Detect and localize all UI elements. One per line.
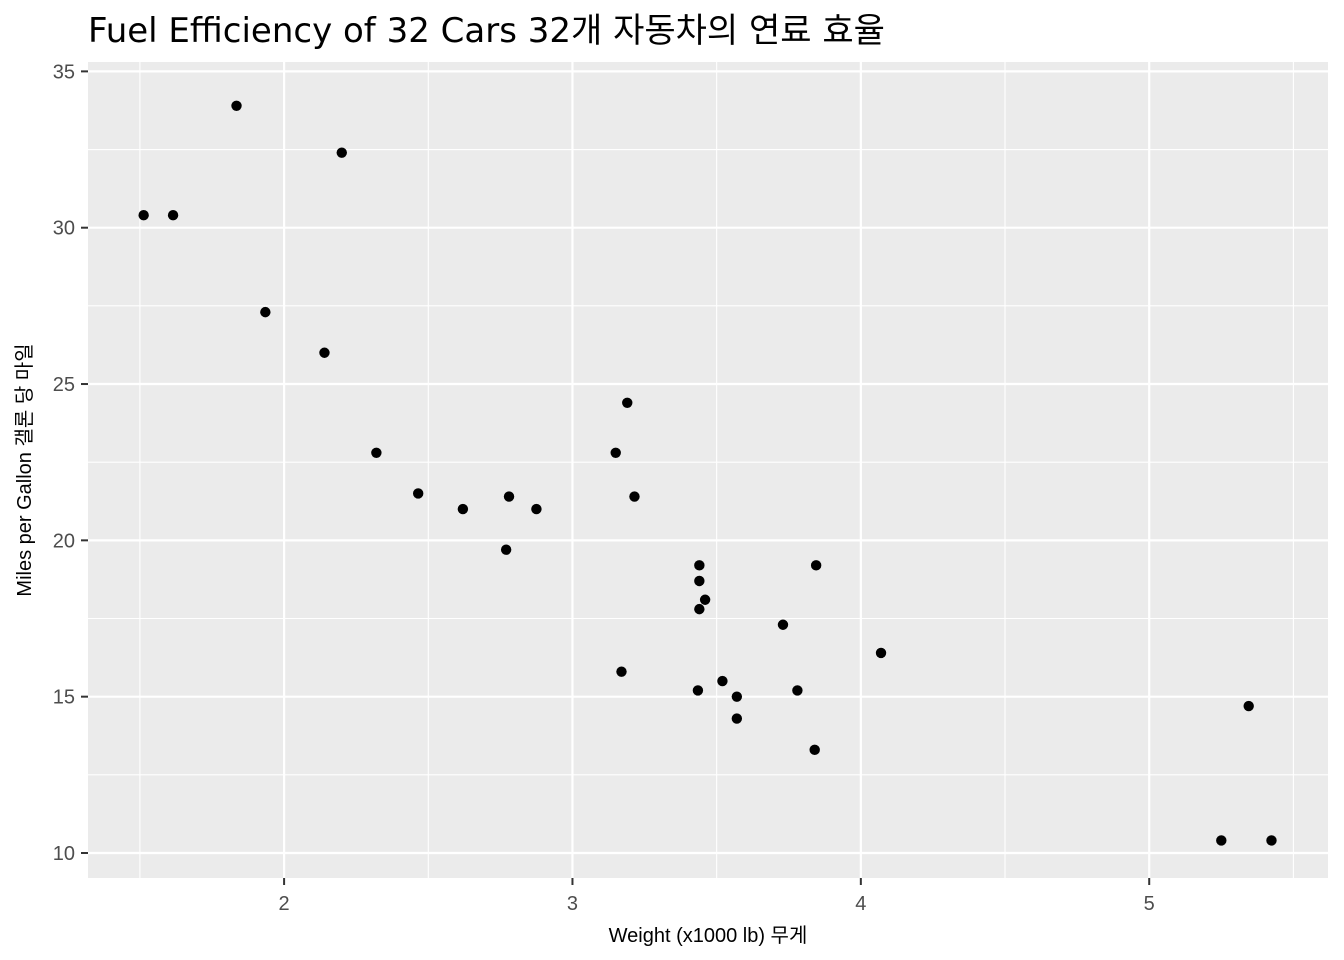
x-tick-label: 5 xyxy=(1144,893,1155,915)
y-tick-label: 15 xyxy=(53,687,75,709)
data-point xyxy=(731,713,743,724)
y-tick-label: 25 xyxy=(53,374,75,396)
data-point xyxy=(616,666,627,677)
y-tick-label: 35 xyxy=(53,61,75,83)
data-point xyxy=(777,619,789,630)
data-point xyxy=(1243,700,1254,712)
data-point xyxy=(810,560,822,571)
data-point xyxy=(167,209,179,221)
data-point xyxy=(1266,835,1277,846)
data-point xyxy=(792,685,803,696)
data-point xyxy=(1216,835,1227,846)
major-gridlines xyxy=(88,62,1328,878)
data-points xyxy=(138,100,1277,846)
data-point xyxy=(138,209,149,221)
x-tick-label: 3 xyxy=(567,893,578,915)
data-point xyxy=(875,647,887,659)
minor-gridlines xyxy=(88,62,1328,878)
data-point xyxy=(503,491,515,502)
data-point xyxy=(336,147,347,158)
data-point xyxy=(500,544,512,555)
data-point xyxy=(231,100,242,111)
data-point xyxy=(622,397,633,408)
x-tick-label: 2 xyxy=(279,893,290,915)
data-point xyxy=(694,603,705,615)
data-point xyxy=(699,594,711,605)
chart-title: Fuel Efficiency of 32 Cars 32개 자동차의 연료 효… xyxy=(88,11,885,51)
data-point xyxy=(412,488,424,499)
y-axis: 10 15 20 25 30 35 xyxy=(53,61,88,865)
x-axis: 2 3 4 5 xyxy=(279,878,1155,915)
data-point xyxy=(694,560,705,571)
x-tick-label: 4 xyxy=(855,893,866,915)
x-axis-title: Weight (x1000 lb) 무게 xyxy=(609,924,808,947)
data-point xyxy=(371,447,382,459)
data-point xyxy=(457,503,469,515)
data-point xyxy=(694,575,705,587)
y-tick-label: 10 xyxy=(53,843,75,865)
y-axis-title: Miles per Gallon 갤론 당 마일 xyxy=(13,343,36,596)
data-point xyxy=(610,447,621,459)
y-tick-label: 20 xyxy=(53,530,75,552)
y-tick-label: 30 xyxy=(53,218,75,240)
data-point xyxy=(260,306,271,318)
data-point xyxy=(629,491,640,502)
data-point xyxy=(731,691,743,702)
data-point xyxy=(809,744,820,756)
data-point xyxy=(319,347,330,358)
data-point xyxy=(717,675,728,687)
data-point xyxy=(531,503,542,515)
data-point xyxy=(692,685,704,696)
plot-panel xyxy=(88,62,1328,878)
